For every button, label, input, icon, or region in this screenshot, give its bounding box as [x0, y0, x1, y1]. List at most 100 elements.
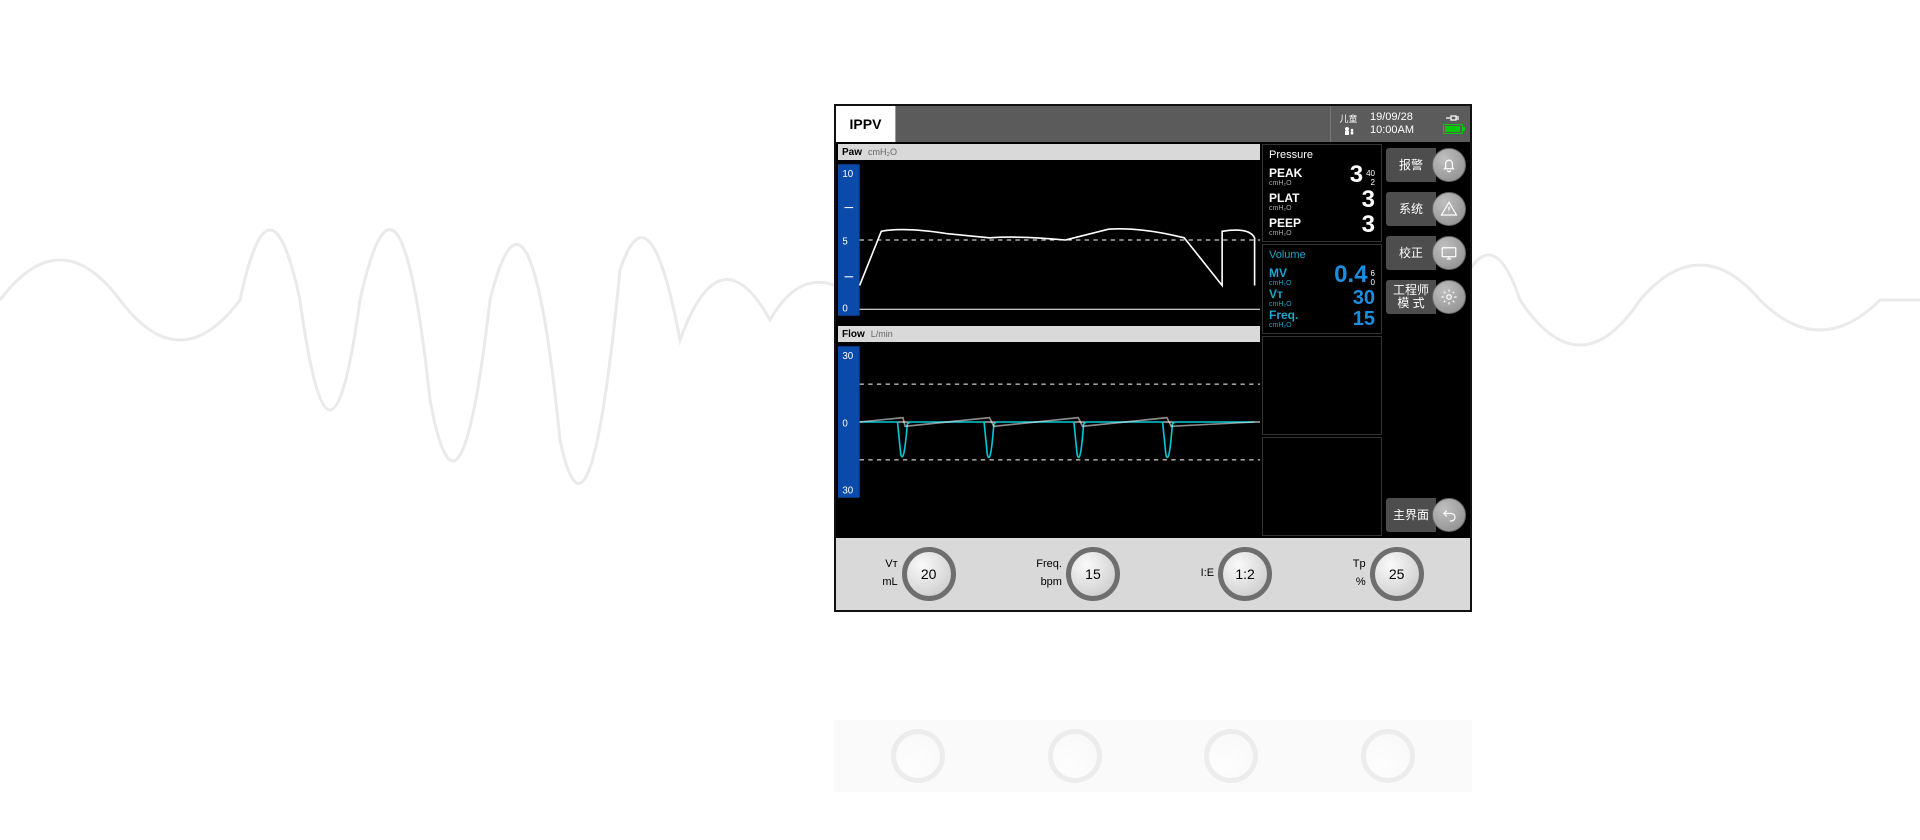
dial-ie-value: 1:2 — [1235, 566, 1254, 582]
paw-tick-10: 10 — [842, 169, 853, 180]
plat-row: PLATcmH₂O 3 — [1269, 188, 1375, 212]
home-button[interactable]: 主界面 — [1386, 498, 1466, 532]
dial-freq-value: 15 — [1085, 566, 1101, 582]
engineer-label: 工程师 模 式 — [1386, 280, 1436, 314]
side-spacer — [1386, 324, 1466, 488]
plat-unit: cmH₂O — [1269, 205, 1299, 212]
side-button-column: 报警 系统 校正 工程师 模 式 主界面 — [1384, 144, 1468, 536]
plat-label: PLAT — [1269, 192, 1299, 205]
battery-fill — [1445, 126, 1460, 132]
gear-icon — [1432, 280, 1466, 314]
flow-header: Flow L/min — [838, 326, 1260, 342]
paw-unit: cmH₂O — [868, 147, 897, 157]
peak-unit: cmH₂O — [1269, 180, 1302, 187]
date-text: 19/09/28 — [1370, 111, 1413, 124]
dial-ie-name: I:E — [1201, 565, 1214, 583]
metrics-empty-2 — [1262, 437, 1382, 536]
dial-ie-knob[interactable]: 1:2 — [1218, 547, 1272, 601]
patient-icon — [1343, 126, 1355, 136]
flow-tick-top: 30 — [842, 351, 853, 362]
datetime: 19/09/28 10:00AM — [1366, 106, 1436, 142]
time-text: 10:00AM — [1370, 124, 1414, 137]
peep-unit: cmH₂O — [1269, 230, 1301, 237]
dial-vt-knob[interactable]: 20 — [902, 547, 956, 601]
vt-label: Vᴛ — [1269, 288, 1292, 301]
plat-value: 3 — [1362, 188, 1375, 212]
mv-limits: 60 — [1371, 270, 1375, 287]
paw-chart: 10 5 0 — [838, 160, 1260, 320]
home-label: 主界面 — [1386, 498, 1436, 532]
system-button[interactable]: 系统 — [1386, 192, 1466, 226]
volume-box: Volume MVcmH₂O 0.4 60 VᴛcmH₂O 30 Freq.cm… — [1262, 244, 1382, 334]
flow-panel: Flow L/min 30 0 30 — [838, 326, 1260, 502]
warning-icon — [1432, 192, 1466, 226]
vt-value: 30 — [1353, 288, 1375, 308]
return-icon — [1432, 498, 1466, 532]
paw-panel: Paw cmH₂O 10 5 0 — [838, 144, 1260, 320]
paw-header: Paw cmH₂O — [838, 144, 1260, 160]
flow-chart: 30 0 30 — [838, 342, 1260, 502]
alarm-button[interactable]: 报警 — [1386, 148, 1466, 182]
paw-axis-bg — [838, 164, 860, 315]
flow-unit: L/min — [871, 329, 893, 339]
calibrate-button[interactable]: 校正 — [1386, 236, 1466, 270]
flow-tick-mid: 0 — [842, 418, 848, 429]
flow-title: Flow — [842, 329, 865, 340]
mode-tab[interactable]: IPPV — [836, 106, 896, 142]
volume-title: Volume — [1269, 249, 1375, 261]
ventilator-screen: IPPV 儿童 19/09/28 10:00AM — [834, 104, 1472, 612]
peak-row: PEAKcmH₂O 3 402 — [1269, 163, 1375, 187]
dial-bar: VᴛmL 20 Freq.bpm 15 I:E 1:2 Tp% 25 — [836, 538, 1470, 610]
dial-freq: Freq.bpm 15 — [1036, 547, 1120, 601]
flow-tick-bot: 30 — [842, 485, 853, 496]
pressure-box: Pressure PEAKcmH₂O 3 402 PLATcmH₂O 3 PEE… — [1262, 144, 1382, 242]
power-status — [1436, 106, 1470, 142]
system-label: 系统 — [1386, 192, 1436, 226]
freq-label: Freq. — [1269, 309, 1298, 322]
alarm-label: 报警 — [1386, 148, 1436, 182]
vt-row: VᴛcmH₂O 30 — [1269, 288, 1375, 308]
dial-vt-value: 20 — [921, 566, 937, 582]
dial-freq-knob[interactable]: 15 — [1066, 547, 1120, 601]
flow-seg-3 — [1086, 422, 1175, 457]
engineer-button[interactable]: 工程师 模 式 — [1386, 280, 1466, 314]
vt-unit: cmH₂O — [1269, 301, 1292, 308]
freq-row: Freq.cmH₂O 15 — [1269, 309, 1375, 329]
dial-tp-knob[interactable]: 25 — [1370, 547, 1424, 601]
dial-vt: VᴛmL 20 — [882, 547, 955, 601]
dial-vt-name: Vᴛ — [885, 556, 897, 574]
dial-tp-name: Tp — [1353, 556, 1366, 574]
battery-icon — [1443, 124, 1463, 134]
metrics-column: Pressure PEAKcmH₂O 3 402 PLATcmH₂O 3 PEE… — [1262, 144, 1382, 536]
top-bar: IPPV 儿童 19/09/28 10:00AM — [836, 106, 1470, 142]
paw-tick-0: 0 — [842, 303, 848, 314]
patient-type-label: 儿童 — [1339, 112, 1357, 125]
main-area: Paw cmH₂O 10 5 0 Flow — [836, 142, 1470, 538]
waveform-column: Paw cmH₂O 10 5 0 Flow — [838, 144, 1260, 536]
freq-unit: cmH₂O — [1269, 322, 1298, 329]
paw-title: Paw — [842, 147, 862, 158]
pressure-title: Pressure — [1269, 149, 1375, 161]
dial-vt-unit: mL — [882, 574, 897, 592]
patient-type[interactable]: 儿童 — [1330, 106, 1366, 142]
plug-icon — [1445, 114, 1461, 122]
peep-row: PEEPcmH₂O 3 — [1269, 213, 1375, 237]
peak-limits: 402 — [1366, 170, 1375, 187]
dial-ie: I:E 1:2 — [1201, 547, 1272, 601]
dial-freq-unit: bpm — [1041, 574, 1062, 592]
dial-tp-unit: % — [1356, 574, 1366, 592]
flow-seg-1 — [909, 422, 996, 457]
mv-unit: cmH₂O — [1269, 280, 1292, 287]
peak-label: PEAK — [1269, 167, 1302, 180]
flow-axis-bg — [838, 346, 860, 497]
topbar-spacer — [896, 106, 1330, 142]
dial-tp: Tp% 25 — [1353, 547, 1424, 601]
mv-row: MVcmH₂O 0.4 60 — [1269, 263, 1375, 287]
flow-seg-2 — [996, 422, 1086, 457]
mv-label: MV — [1269, 267, 1292, 280]
freq-value: 15 — [1353, 309, 1375, 329]
dial-freq-name: Freq. — [1036, 556, 1062, 574]
peak-value: 3 — [1350, 163, 1363, 187]
paw-tick-5: 5 — [842, 236, 847, 247]
dial-tp-value: 25 — [1389, 566, 1405, 582]
